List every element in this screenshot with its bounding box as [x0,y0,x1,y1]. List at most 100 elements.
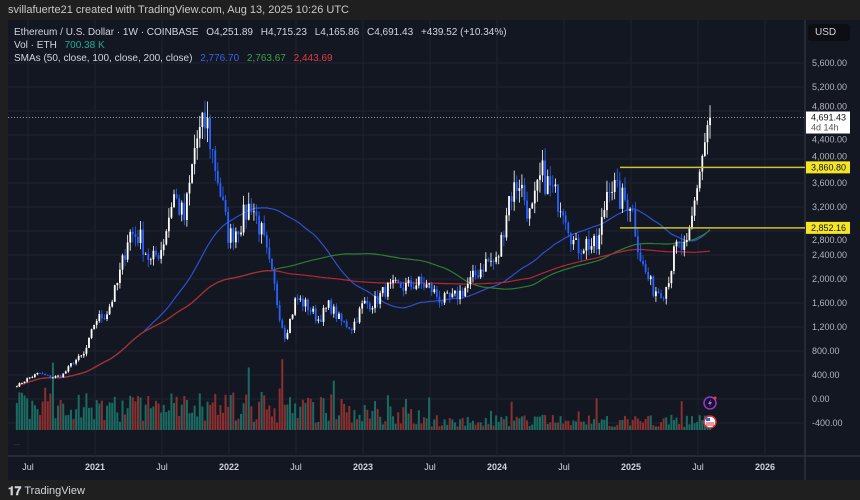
volume-bar [698,415,701,430]
candle-body [611,191,614,193]
volume-bar [670,414,673,430]
candle-body [603,210,606,217]
volume-bar [62,403,65,430]
candle-body [539,175,541,180]
candle-body [490,260,492,262]
tradingview-logo[interactable]: 𝟏𝟕 TradingView [0,482,85,500]
candle-body [281,320,284,329]
volume-bar [245,394,248,430]
indicator-toggle[interactable]: ··· [14,442,20,448]
candle-body [693,200,696,216]
candle-body [142,229,145,255]
price-axis[interactable] [805,20,860,480]
volume-bar [397,412,400,430]
volume-bar [214,393,217,430]
candle-body [459,290,461,300]
volume-bar [57,405,60,430]
candle-body [549,176,552,186]
volume-bar [139,397,142,430]
price-tick-label: 3,600.00 [812,178,847,188]
candle-body [121,255,124,270]
candle-body [325,307,327,309]
candle-body [381,286,384,294]
candle-body [260,223,263,235]
volume-bar [693,423,696,430]
candle-body [253,211,255,213]
candle-body [709,117,711,126]
volume-bar [301,399,304,430]
volume-bar [103,420,106,430]
price-tick-label: 4,000.00 [812,151,847,161]
volume-bar [593,419,596,430]
candle-body [451,293,454,298]
candle-body [407,280,410,284]
volume-bar [39,415,42,430]
symbol-name[interactable]: Ethereum / U.S. Dollar · 1W · COINBASE [14,27,199,38]
volume-bar [59,399,62,430]
volume-bar [77,394,80,430]
candle-body [606,191,608,211]
volume-bar [386,395,389,430]
volume-bar [124,414,127,430]
last-price-label-bg [806,111,850,134]
volume-bar [523,415,526,430]
volume-bar [446,424,449,430]
sma-label[interactable]: SMAs (50, close, 100, close, 200, close) [14,53,193,64]
candle-body [113,285,116,302]
volume-bar [64,415,67,430]
volume-bar [554,422,557,430]
candle-body [399,282,402,288]
volume-bar [603,419,606,430]
candle-body [696,188,699,201]
candle-body [322,307,325,322]
candle-body [678,241,681,243]
candle-body [335,306,338,319]
volume-bar [605,416,608,430]
lightning-event-icon[interactable] [703,396,717,410]
candle-body [312,308,315,312]
candle-body [219,183,222,197]
volume-bar [198,393,201,430]
price-tick-label: 400.00 [812,370,840,380]
candle-body [289,318,291,333]
sma200-value: 2,443.69 [293,53,333,64]
candle-body [85,347,88,354]
candle-body [405,283,407,291]
candle-body [379,293,382,305]
candle-body [691,215,693,229]
volume-bar [402,407,405,430]
candle-body [167,217,170,232]
price-change: +439.52 (+10.34%) [420,27,507,38]
volume-bar [453,422,456,430]
volume-bar [263,395,266,430]
candle-body [59,375,62,378]
volume-label[interactable]: Vol · ETH [14,40,57,51]
candle-body [554,184,557,187]
volume-bar [626,419,629,430]
volume-bar [118,421,121,430]
candle-body [67,366,70,372]
candle-body [376,296,379,305]
volume-bar [662,418,665,430]
candle-body [425,284,428,288]
candle-body [636,236,639,253]
us-flag-event-icon[interactable] [703,415,717,429]
volume-bar [20,392,23,430]
price-tick-label: 800.00 [812,346,840,356]
volume-bar [518,418,521,430]
volume-bar [314,422,317,430]
candle-body [160,250,163,259]
volume-bar [502,419,505,430]
currency-button[interactable]: USD [808,24,850,41]
candle-body [502,234,505,238]
candle-body [134,233,137,237]
volume-bar [211,402,214,430]
volume-bar [407,413,410,430]
volume-bar [404,398,407,430]
volume-bar [538,416,541,430]
candle-body [186,193,188,221]
candle-body [149,259,152,261]
volume-bar [680,401,683,430]
candle-body [348,326,351,329]
